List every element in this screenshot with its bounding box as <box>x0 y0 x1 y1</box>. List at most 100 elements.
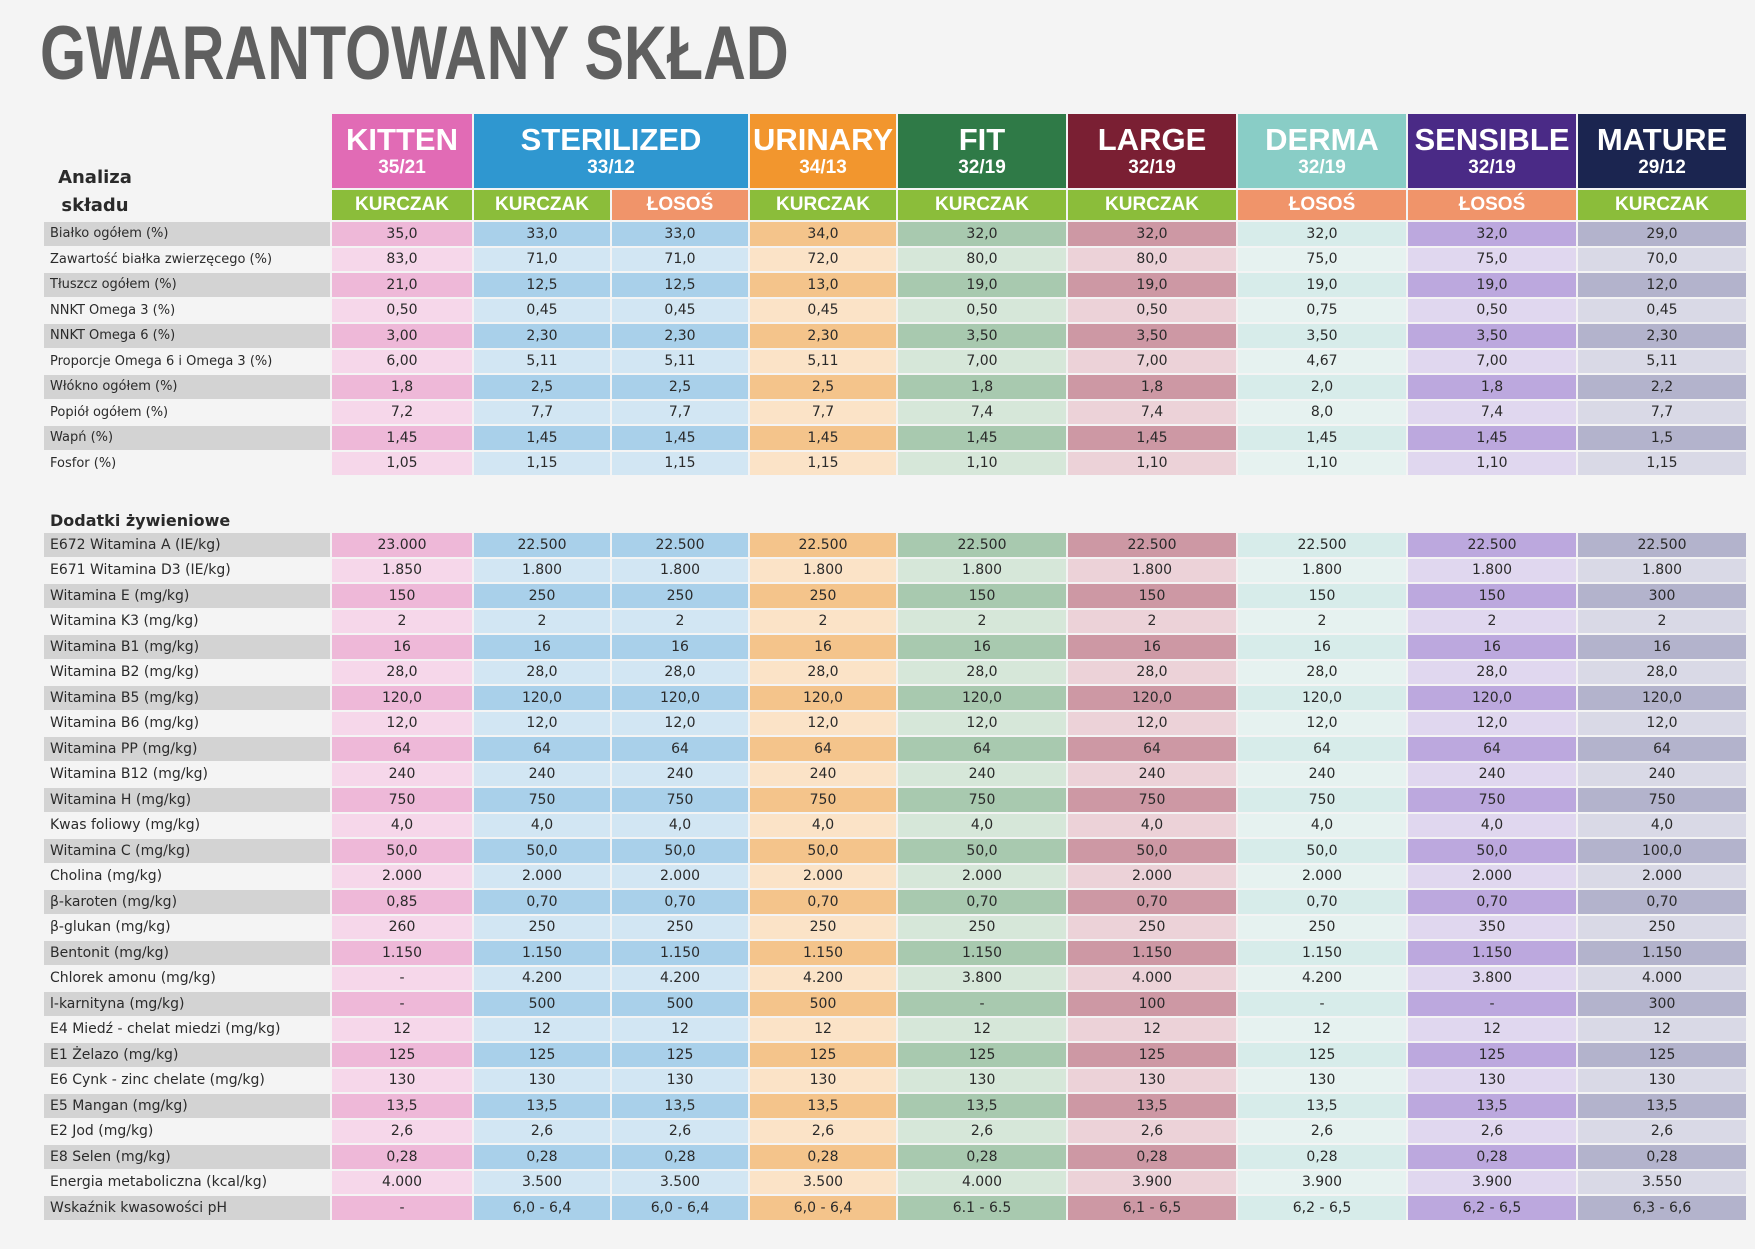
table-cell: 250 <box>1238 915 1406 939</box>
table-cell: 0,50 <box>898 298 1066 322</box>
table-row: Białko ogółem (%) 35,0 33,0 33,0 34,0 32,0 32,… <box>44 222 1746 246</box>
table-cell: 2,6 <box>898 1119 1066 1143</box>
table-cell: 750 <box>1408 788 1576 812</box>
table-row: Witamina B1 (mg/kg) 16 16 16 16 16 16 16 16 16 <box>44 635 1746 659</box>
table-cell: 3.550 <box>1578 1170 1746 1194</box>
table-cell: 1.800 <box>1238 558 1406 582</box>
table-row: E5 Mangan (mg/kg) 13,5 13,5 13,5 13,5 13,5 13,… <box>44 1094 1746 1118</box>
table-cell: 0,70 <box>750 890 896 914</box>
table-row: NNKT Omega 3 (%) 0,50 0,45 0,45 0,45 0,50 0,50… <box>44 298 1746 322</box>
table-cell: 7,00 <box>1408 349 1576 373</box>
table-cell: 750 <box>332 788 472 812</box>
table-cell: 1,05 <box>332 451 472 475</box>
table-row: Chlorek amonu (mg/kg) -4.200 4.200 4.200 3.8… <box>44 966 1746 990</box>
table-cell: 125 <box>1068 1043 1236 1067</box>
table-cell: 6,1 - 6,5 <box>1068 1196 1236 1220</box>
table-cell: 23.000 <box>332 533 472 557</box>
table-cell: 32,0 <box>898 222 1066 246</box>
table-cell: 80,0 <box>898 247 1066 271</box>
table-cell: 16 <box>898 635 1066 659</box>
row-label: Wskaźnik kwasowości pH <box>44 1196 330 1220</box>
table-cell: 28,0 <box>332 660 472 684</box>
table-row: Zawartość białka zwierzęcego (%) 83,0 71,0… <box>44 247 1746 271</box>
table-cell: 250 <box>474 915 610 939</box>
table-row: Bentonit (mg/kg) 1.150 1.150 1.150 1.150 1.15… <box>44 941 1746 965</box>
table-cell: 7,00 <box>898 349 1066 373</box>
table-cell: 2 <box>612 609 748 633</box>
table-cell: 13,5 <box>1068 1094 1236 1118</box>
table-cell: 28,0 <box>1238 660 1406 684</box>
table-cell: 1,45 <box>750 426 896 450</box>
table-row: E4 Miedź - chelat miedzi (mg/kg) 12 12 12 12… <box>44 1017 1746 1041</box>
product-ratio: 32/19 <box>958 157 1006 178</box>
table-cell: 2,6 <box>1068 1119 1236 1143</box>
table-cell: 240 <box>750 762 896 786</box>
product-name: KITTEN <box>346 122 458 157</box>
table-cell: 64 <box>1408 737 1576 761</box>
table-cell: 125 <box>750 1043 896 1067</box>
table-cell: 28,0 <box>750 660 896 684</box>
table-cell: 0,70 <box>612 890 748 914</box>
table-cell: 0,45 <box>750 298 896 322</box>
table-cell: 13,5 <box>1578 1094 1746 1118</box>
table-cell: 4,0 <box>332 813 472 837</box>
table-cell: 3,00 <box>332 324 472 348</box>
table-cell: 12,0 <box>1068 711 1236 735</box>
table-cell: 1,45 <box>1408 426 1576 450</box>
table-cell: 130 <box>750 1068 896 1092</box>
table-cell: 22.500 <box>1408 533 1576 557</box>
flavor-label: KURCZAK <box>332 190 472 220</box>
product-ratio: 34/13 <box>799 157 847 178</box>
table-cell: 16 <box>1408 635 1576 659</box>
table-cell: 6,0 - 6,4 <box>474 1196 610 1220</box>
table-cell: 7,4 <box>1068 400 1236 424</box>
table-cell: 4,0 <box>1238 813 1406 837</box>
table-cell: 240 <box>474 762 610 786</box>
table-cell: 2,30 <box>1578 324 1746 348</box>
table-cell: 250 <box>750 915 896 939</box>
table-row: E671 Witamina D3 (IE/kg) 1.850 1.800 1.800 1… <box>44 558 1746 582</box>
table-cell: 3,50 <box>1068 324 1236 348</box>
table-cell: 1,15 <box>474 451 610 475</box>
table-cell: 2 <box>750 609 896 633</box>
table-cell: 12 <box>1408 1017 1576 1041</box>
table-cell: 1.850 <box>332 558 472 582</box>
table-cell: 1,10 <box>1238 451 1406 475</box>
row-label: Bentonit (mg/kg) <box>44 941 330 965</box>
row-label: E6 Cynk - zinc chelate (mg/kg) <box>50 1072 265 1089</box>
table-cell: 300 <box>1578 584 1746 608</box>
table-cell: 240 <box>1578 762 1746 786</box>
table-cell: 32,0 <box>1408 222 1576 246</box>
product-header-fit: FIT 32/19 <box>898 114 1066 188</box>
table-cell: 120,0 <box>1068 686 1236 710</box>
table-cell: 2.000 <box>1238 864 1406 888</box>
table-cell: 3.800 <box>898 966 1066 990</box>
table-cell: 0,70 <box>474 890 610 914</box>
table-row: Fosfor (%) 1,05 1,15 1,15 1,15 1,10 1,10 1,10 1,… <box>44 451 1746 475</box>
table-cell: 16 <box>1238 635 1406 659</box>
table-cell: 2.000 <box>612 864 748 888</box>
table-cell: 125 <box>612 1043 748 1067</box>
table-cell: 2,6 <box>750 1119 896 1143</box>
table-cell: 1.800 <box>1408 558 1576 582</box>
table-cell: 64 <box>474 737 610 761</box>
product-header-kitten: KITTEN 35/21 <box>332 114 472 188</box>
table-row: Włókno ogółem (%) 1,8 2,5 2,5 2,5 1,8 1,8 2,0 1,… <box>44 375 1746 399</box>
flavor-label: KURCZAK <box>474 190 610 220</box>
table-cell: 2,0 <box>1238 375 1406 399</box>
table-cell: 7,7 <box>474 400 610 424</box>
table-cell: 2,6 <box>332 1119 472 1143</box>
table-cell: 2,2 <box>1578 375 1746 399</box>
table-cell: 4,0 <box>474 813 610 837</box>
table-cell: 3.800 <box>1408 966 1576 990</box>
product-name: SENSIBLE <box>1414 122 1570 157</box>
table-cell: 150 <box>1068 584 1236 608</box>
table-row: E672 Witamina A (IE/kg) 23.000 22.500 22.50… <box>44 533 1746 557</box>
row-label: β-glukan (mg/kg) <box>50 919 171 936</box>
table-cell: 50,0 <box>750 839 896 863</box>
table-cell: 33,0 <box>612 222 748 246</box>
table-cell: 7,4 <box>898 400 1066 424</box>
product-header-sensible: SENSIBLE 32/19 <box>1408 114 1576 188</box>
row-label: E8 Selen (mg/kg) <box>44 1145 330 1169</box>
table-cell: 350 <box>1408 915 1576 939</box>
